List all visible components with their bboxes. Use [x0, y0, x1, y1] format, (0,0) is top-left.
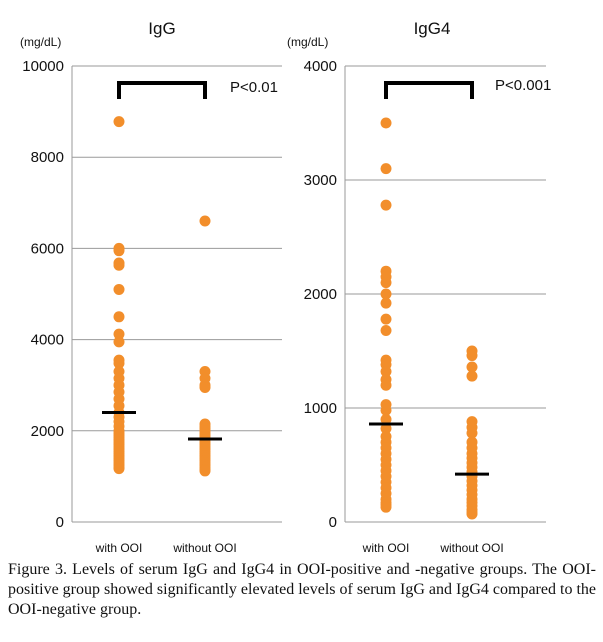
data-point — [380, 117, 392, 129]
chart-title: IgG4 — [414, 19, 451, 38]
data-point — [380, 366, 392, 378]
y-tick-label: 4000 — [31, 332, 64, 349]
data-point — [113, 283, 125, 295]
data-point — [466, 370, 478, 382]
y-tick-label: 1000 — [304, 400, 337, 417]
data-point — [199, 381, 211, 393]
unit-label: (mg/dL) — [287, 35, 328, 49]
significance-label: P<0.001 — [495, 77, 551, 94]
y-tick-label: 3000 — [304, 172, 337, 189]
data-point — [380, 404, 392, 416]
significance-bracket — [384, 81, 474, 99]
y-tick-label: 6000 — [31, 240, 64, 257]
igg-panel: 0 2000 4000 6000 8000 10000 IgG (mg/dL) with OOI… — [20, 19, 282, 555]
x-category-label: without OOI — [172, 541, 236, 555]
data-point — [113, 245, 125, 257]
data-point — [466, 350, 478, 362]
x-category-label: with OOI — [362, 541, 410, 555]
data-point — [380, 297, 392, 309]
data-point — [199, 215, 211, 227]
data-point — [380, 501, 392, 513]
data-point — [466, 508, 478, 520]
data-point — [113, 328, 125, 340]
y-tick-label: 2000 — [31, 423, 64, 440]
data-point — [380, 313, 392, 325]
y-tick-label: 8000 — [31, 149, 64, 166]
data-point — [113, 259, 125, 271]
y-tick-label: 2000 — [304, 286, 337, 303]
data-point — [113, 116, 125, 128]
data-point — [113, 357, 125, 369]
x-category-label: without OOI — [439, 541, 503, 555]
data-point — [113, 336, 125, 348]
data-point — [199, 465, 211, 477]
data-point — [380, 423, 392, 435]
data-point — [380, 277, 392, 289]
figure-caption: Figure 3. Levels of serum IgG and IgG4 i… — [8, 561, 596, 618]
data-point — [380, 288, 392, 300]
chart-title: IgG — [148, 19, 175, 38]
data-point — [380, 324, 392, 336]
data-point — [380, 413, 392, 425]
unit-label: (mg/dL) — [20, 35, 61, 49]
significance-label: P<0.01 — [230, 79, 278, 96]
y-tick-label: 4000 — [304, 58, 337, 75]
significance-bracket — [117, 81, 207, 99]
y-tick-label: 10000 — [22, 58, 64, 75]
y-tick-label: 0 — [329, 514, 337, 531]
x-category-label: with OOI — [95, 541, 143, 555]
data-point — [466, 427, 478, 439]
y-tick-label: 0 — [56, 514, 64, 531]
data-point — [113, 463, 125, 475]
igg4-panel: 0 1000 2000 3000 4000 IgG4 (mg/dL) with OOI with… — [287, 19, 551, 555]
data-point — [466, 361, 478, 373]
data-point — [113, 311, 125, 323]
data-point — [380, 163, 392, 175]
data-point — [380, 379, 392, 391]
data-point — [380, 199, 392, 211]
